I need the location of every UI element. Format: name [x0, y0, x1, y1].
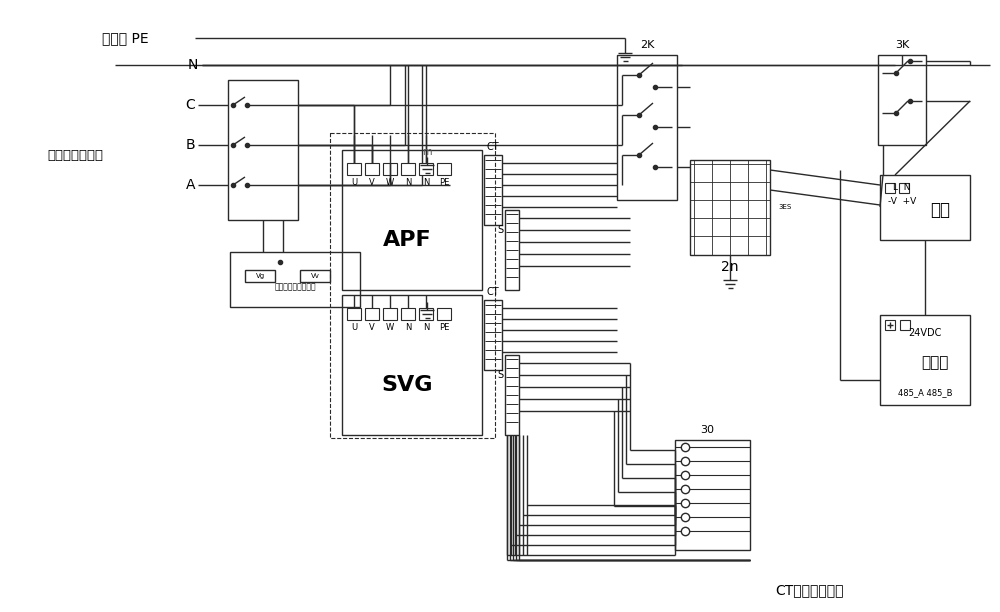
Text: V: V — [369, 177, 375, 187]
Bar — [885, 320, 895, 330]
Text: 24VDC: 24VDC — [908, 328, 942, 338]
Text: N: N — [423, 323, 429, 332]
Text: N: N — [405, 177, 411, 187]
Bar — [617, 55, 677, 200]
Text: S: S — [497, 370, 503, 380]
Bar — [365, 308, 379, 320]
Text: A: A — [186, 178, 195, 192]
Bar — [228, 80, 298, 220]
Bar — [690, 160, 770, 255]
Text: -V  +V: -V +V — [888, 196, 916, 206]
Text: 3K: 3K — [895, 40, 909, 50]
Text: 控制器: 控制器 — [921, 356, 949, 370]
Text: 接地点 PE: 接地点 PE — [102, 31, 148, 45]
Text: 开关内置分励脱扣器: 开关内置分励脱扣器 — [274, 283, 316, 291]
Bar — [230, 252, 360, 307]
Text: m: m — [422, 147, 432, 157]
Text: C: C — [185, 98, 195, 112]
Text: L  N: L N — [893, 182, 911, 192]
Bar — [900, 320, 910, 330]
Text: W: W — [386, 323, 394, 332]
Text: 电源: 电源 — [930, 201, 950, 219]
Bar — [880, 315, 970, 405]
Text: 三相交流电输入: 三相交流电输入 — [47, 149, 103, 162]
Text: CT: CT — [487, 287, 499, 297]
Bar — [300, 270, 330, 282]
Bar — [505, 210, 519, 290]
Text: SVG: SVG — [381, 375, 433, 395]
Text: 2K: 2K — [640, 40, 654, 50]
Bar — [401, 308, 415, 320]
Text: S: S — [497, 225, 503, 235]
Bar — [899, 183, 909, 193]
Text: V: V — [369, 323, 375, 332]
Text: PE: PE — [439, 177, 449, 187]
Text: W: W — [386, 177, 394, 187]
Text: CT: CT — [487, 142, 499, 152]
Text: APF: APF — [383, 230, 431, 250]
Bar — [383, 308, 397, 320]
Text: 30: 30 — [700, 425, 714, 435]
Text: 2n: 2n — [721, 260, 739, 274]
Text: PE: PE — [439, 323, 449, 332]
Bar — [401, 163, 415, 175]
Bar — [342, 150, 482, 290]
Bar — [365, 163, 379, 175]
Bar — [347, 163, 361, 175]
Bar — [878, 55, 926, 145]
Bar — [505, 355, 519, 435]
Bar — [437, 163, 451, 175]
Text: U: U — [351, 177, 357, 187]
Bar — [437, 308, 451, 320]
Bar — [419, 163, 433, 175]
Bar — [484, 155, 502, 225]
Text: N: N — [423, 177, 429, 187]
Bar — [675, 440, 750, 550]
Bar — [245, 270, 275, 282]
Text: 485_A 485_B: 485_A 485_B — [898, 389, 952, 398]
Text: Vv: Vv — [311, 273, 319, 279]
Text: U: U — [351, 323, 357, 332]
Text: N: N — [188, 58, 198, 72]
Bar — [347, 308, 361, 320]
Text: CT信号输入端子: CT信号输入端子 — [776, 583, 844, 597]
Text: N: N — [405, 323, 411, 332]
Text: 3ES: 3ES — [778, 204, 791, 210]
Bar — [419, 308, 433, 320]
Bar — [330, 133, 495, 438]
Bar — [484, 300, 502, 370]
Bar — [342, 295, 482, 435]
Bar — [383, 163, 397, 175]
Bar — [885, 183, 895, 193]
Text: Vg: Vg — [255, 273, 265, 279]
Text: B: B — [185, 138, 195, 152]
Bar — [880, 175, 970, 240]
